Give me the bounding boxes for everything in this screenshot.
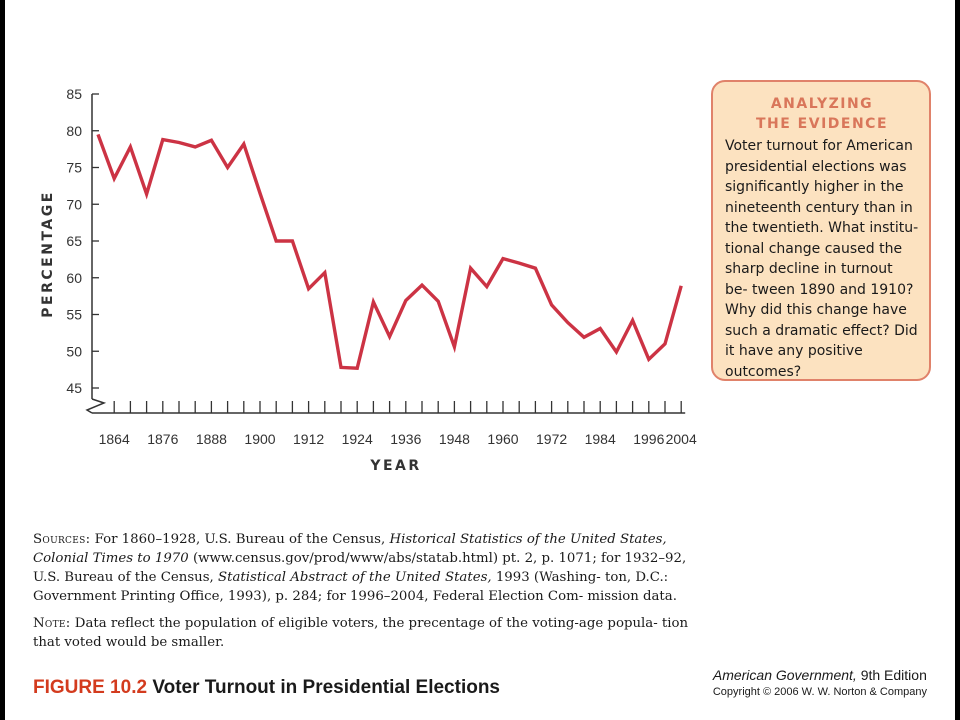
data-point (177, 141, 180, 144)
analyzing-evidence-box: ANALYZING THE EVIDENCE Voter turnout for… (711, 80, 931, 381)
data-point (145, 192, 148, 195)
x-tick-label: 1864 (99, 431, 130, 447)
data-point (388, 335, 391, 338)
series-layer (96, 133, 683, 370)
data-point (113, 177, 116, 180)
note-text: Data reflect the population of eligible … (33, 616, 689, 650)
x-axis: 1864 1876 1888 1900 1912 1924 1936 1948 1960 1972… (92, 401, 697, 447)
evidence-heading: ANALYZING THE EVIDENCE (755, 96, 889, 132)
x-tick-label: 1984 (585, 431, 616, 447)
data-point (210, 139, 213, 142)
figure-title: Voter Turnout in Presidential Elections (147, 677, 501, 698)
figure-caption: FIGURE 10.2 Voter Turnout in Presidentia… (33, 677, 500, 699)
note-paragraph: Note: Data reflect the population of eli… (33, 614, 693, 652)
sources-text: Sources: For 1860–1928, U.S. Bureau of t… (33, 530, 693, 652)
book-credit: American Government, 9th Edition Copyrig… (713, 666, 927, 700)
x-tick-label: 1888 (196, 431, 227, 447)
book-edition: 9th Edition (856, 667, 927, 683)
x-tick-label: 1924 (342, 431, 373, 447)
x-tick-label: 1876 (147, 431, 178, 447)
y-tick-label: 80 (66, 123, 82, 139)
data-point (518, 262, 521, 265)
data-point (663, 342, 666, 345)
data-point (599, 327, 602, 330)
data-point (372, 300, 375, 303)
data-point (485, 285, 488, 288)
data-point (242, 142, 245, 145)
sources-part3: 1993 (Washing- ton, D.C.: Government Pri… (33, 570, 677, 604)
data-point (566, 321, 569, 324)
data-point (96, 133, 99, 136)
y-tick-label: 70 (66, 196, 82, 212)
note-label: Note: (33, 616, 71, 631)
figure-number: FIGURE 10.2 (33, 677, 148, 698)
x-tick-label: 1936 (390, 431, 421, 447)
data-point (275, 239, 278, 242)
evidence-body: Voter turnout for American presidential … (725, 138, 919, 380)
y-tick-label: 50 (66, 343, 82, 359)
data-point (291, 239, 294, 242)
sources-title1: Historical Statistics of the United Stat… (33, 532, 667, 566)
y-tick-label: 85 (66, 86, 82, 102)
data-point (582, 336, 585, 339)
y-axis: 45 50 55 60 65 70 75 80 85 (66, 86, 107, 414)
data-point (680, 284, 683, 287)
y-tick-label: 55 (66, 307, 82, 323)
data-point (129, 145, 132, 148)
x-tick-label: 1900 (244, 431, 275, 447)
x-tick-label: 1948 (439, 431, 470, 447)
sources-label: Sources: (33, 532, 91, 547)
data-point (631, 319, 634, 322)
x-tick-label: 1912 (293, 431, 324, 447)
data-point (161, 138, 164, 141)
data-point (323, 271, 326, 274)
sources-title2: Statistical Abstract of the United State… (218, 570, 492, 585)
x-tick-label: 1972 (536, 431, 567, 447)
x-tick-label: 1960 (487, 431, 518, 447)
data-point (534, 267, 537, 270)
book-title: American Government, (712, 667, 857, 683)
sources-part2: (www.census.gov/prod/www/abs/statab.html… (33, 551, 687, 585)
data-point (420, 284, 423, 287)
y-tick-label: 65 (66, 233, 82, 249)
data-point (453, 345, 456, 348)
data-point (307, 287, 310, 290)
book-title-line: American Government, 9th Edition (713, 666, 927, 684)
data-point (615, 350, 618, 353)
data-point (258, 192, 261, 195)
copyright-text: Copyright © 2006 W. W. Norton & Company (712, 686, 927, 698)
data-point (194, 145, 197, 148)
sources-paragraph: Sources: For 1860–1928, U.S. Bureau of t… (33, 530, 693, 606)
data-point (550, 303, 553, 306)
y-tick-label: 45 (66, 380, 82, 396)
x-axis-title: YEAR (369, 458, 421, 474)
x-tick-label: 1996 (633, 431, 664, 447)
data-point (356, 367, 359, 370)
turnout-series-line (96, 133, 683, 370)
data-point (404, 299, 407, 302)
sources-part1: For 1860–1928, U.S. Bureau of the Census… (90, 532, 390, 547)
y-tick-label: 60 (66, 270, 82, 286)
axis-break-mark (85, 398, 107, 414)
data-point (437, 300, 440, 303)
data-point (501, 257, 504, 260)
x-tick-label: 2004 (666, 431, 697, 447)
y-tick-label: 75 (66, 160, 82, 176)
slide-panel: 45 50 55 60 65 70 75 80 85 1864 1876 1888 1900 1912 1… (5, 0, 955, 720)
data-point (469, 267, 472, 270)
data-point (339, 366, 342, 369)
y-axis-title: PERCENTAGE (40, 190, 56, 318)
data-point (226, 166, 229, 169)
data-point (647, 358, 650, 361)
